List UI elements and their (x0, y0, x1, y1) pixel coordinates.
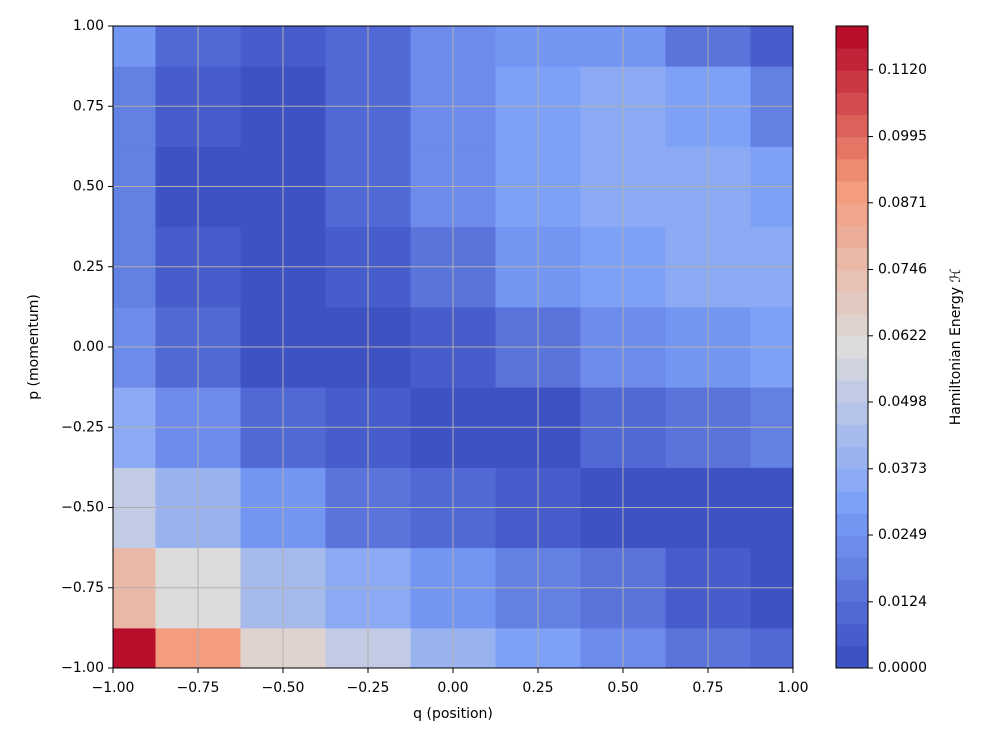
x-tick-label: −0.50 (262, 680, 305, 696)
colorbar-band (836, 70, 868, 93)
colorbar-band (836, 446, 868, 470)
field-cell (113, 26, 156, 67)
colorbar-band (836, 158, 868, 182)
colorbar-band (836, 402, 868, 425)
colorbar-band (836, 380, 868, 403)
x-tick-label: 0.50 (607, 680, 638, 696)
colorbar-tick-label: 0.0622 (878, 328, 927, 344)
colorbar-band (836, 468, 868, 492)
x-tick-label: −0.75 (177, 680, 220, 696)
colorbar-band (836, 490, 868, 514)
x-tick-label: 0.00 (437, 680, 468, 696)
colorbar-band (836, 247, 868, 271)
field-cell (750, 627, 793, 668)
colorbar-band (836, 601, 868, 625)
colorbar-tick-label: 0.1120 (878, 62, 927, 78)
colorbar-tick-label: 0.0746 (878, 262, 927, 278)
colorbar-band (836, 26, 868, 49)
colorbar-band (836, 291, 868, 315)
colorbar-band (836, 203, 868, 226)
y-tick-label: −0.75 (61, 580, 104, 596)
colorbar-tick-label: 0.0000 (878, 660, 927, 676)
colorbar-band (836, 114, 868, 138)
y-tick-label: −0.25 (61, 419, 104, 435)
colorbar-band (836, 513, 868, 536)
y-tick-label: 0.50 (73, 179, 104, 195)
colorbar-frame (835, 25, 869, 669)
colorbar-tick-label: 0.0995 (878, 129, 927, 145)
colorbar-tick-label: 0.0871 (878, 195, 927, 211)
colorbar-label: Hamiltonian Energy ℋ (948, 269, 964, 426)
y-tick-label: 0.00 (73, 339, 104, 355)
colorbar-tick-label: 0.0124 (878, 594, 927, 610)
colorbar-band (836, 424, 868, 448)
x-tick-label: 0.25 (522, 680, 553, 696)
x-tick-label: 1.00 (777, 680, 808, 696)
colorbar-band (836, 358, 868, 381)
y-tick-label: 0.75 (73, 98, 104, 114)
axes-frame (112, 25, 794, 669)
colorbar-band (836, 269, 868, 293)
colorbar-band (836, 335, 868, 359)
colorbar-band (836, 579, 868, 603)
y-tick-label: −0.50 (61, 500, 104, 516)
colorbar-tick-label: 0.0498 (878, 394, 927, 410)
x-tick-label: −1.00 (92, 680, 135, 696)
colorbar-band (836, 180, 868, 204)
colorbar-band (836, 92, 868, 116)
colorbar-band (836, 313, 868, 337)
field-cell (750, 26, 793, 67)
colorbar-band (836, 645, 868, 669)
colorbar-band (836, 136, 868, 160)
colorbar-band (836, 225, 868, 248)
colorbar-band (836, 623, 868, 647)
y-tick-label: 0.25 (73, 259, 104, 275)
x-axis-label: q (position) (413, 706, 493, 722)
colorbar-tick-label: 0.0373 (878, 461, 927, 477)
x-tick-label: −0.25 (347, 680, 390, 696)
y-tick-label: −1.00 (61, 660, 104, 676)
colorbar-band (836, 48, 868, 71)
colorbar-band (836, 535, 868, 558)
y-tick-label: 1.00 (73, 18, 104, 34)
y-axis-label: p (momentum) (26, 294, 42, 400)
field-cell (113, 627, 156, 668)
colorbar-tick-label: 0.0249 (878, 527, 927, 543)
colorbar-band (836, 557, 868, 580)
x-tick-label: 0.75 (692, 680, 723, 696)
